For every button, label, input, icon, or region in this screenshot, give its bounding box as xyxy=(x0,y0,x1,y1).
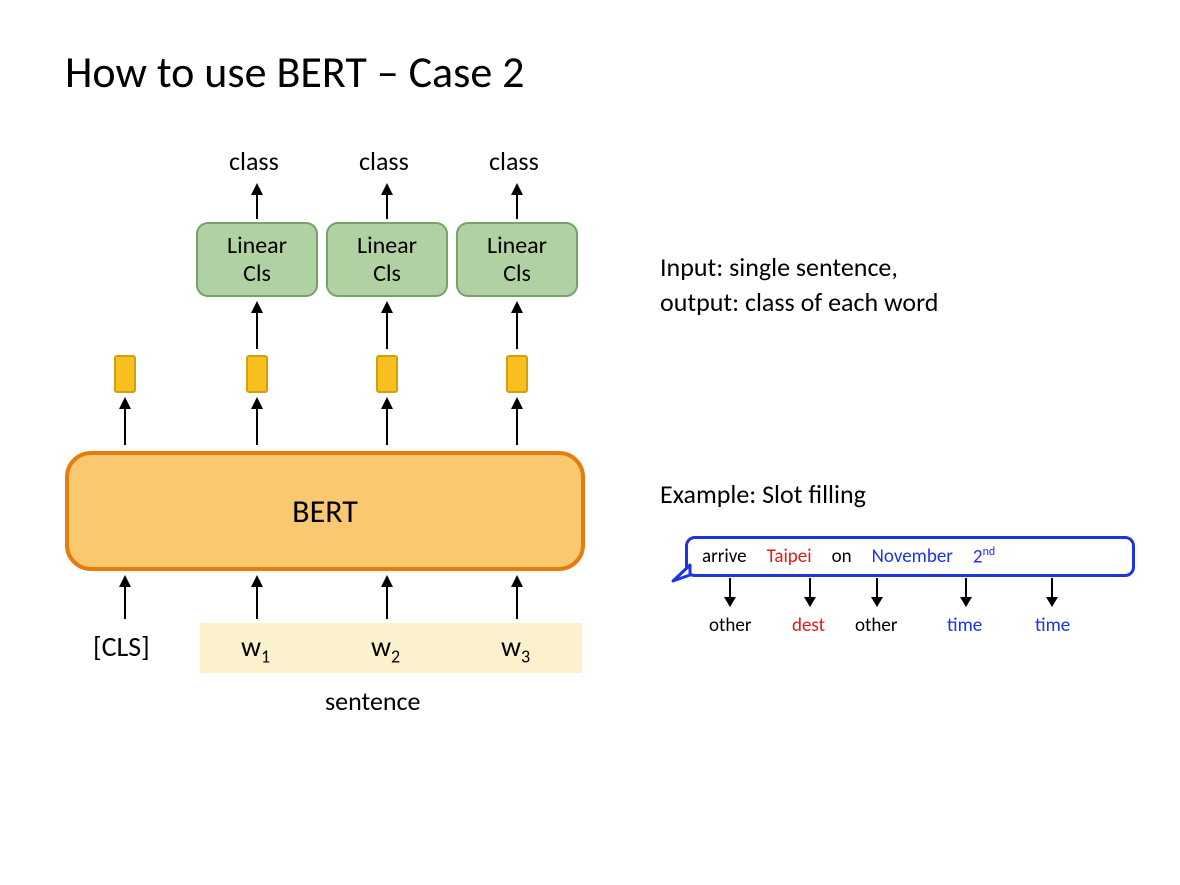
arrow-token-to-bert-cls xyxy=(124,577,126,619)
description-text: Input: single sentence, output: class of… xyxy=(660,250,938,320)
slot-label-1: other xyxy=(709,614,751,637)
sentence-label: sentence xyxy=(325,685,420,717)
bubble-word-november: November xyxy=(872,545,953,568)
linear-label-2a: Linear xyxy=(357,232,417,260)
example-title: Example: Slot filling xyxy=(660,478,866,510)
arrow-token-to-bert-2 xyxy=(386,577,388,619)
bubble-word-on: on xyxy=(832,545,852,568)
arrow-embed-to-linear-3 xyxy=(516,303,518,349)
slot-arrow-5 xyxy=(1051,578,1053,606)
linear-label-2b: Cls xyxy=(373,260,401,288)
slot-label-5: time xyxy=(1035,614,1070,637)
output-class-1: class xyxy=(229,145,279,177)
linear-cls-box-2: Linear Cls xyxy=(326,222,448,297)
arrow-linear-to-class-3 xyxy=(516,185,518,219)
linear-label-1b: Cls xyxy=(243,260,271,288)
arrow-embed-to-linear-1 xyxy=(256,303,258,349)
bubble-word-arrive: arrive xyxy=(702,545,747,568)
linear-cls-box-3: Linear Cls xyxy=(456,222,578,297)
bubble-word-taipei: Taipei xyxy=(767,545,812,568)
arrow-bert-to-embed-cls xyxy=(124,399,126,445)
slot-arrow-2 xyxy=(809,578,811,606)
description-line1: Input: single sentence, xyxy=(660,250,938,285)
output-class-3: class xyxy=(489,145,539,177)
embed-box-1 xyxy=(246,355,268,393)
description-line2: output: class of each word xyxy=(660,285,938,320)
linear-label-3b: Cls xyxy=(503,260,531,288)
bubble-tail-icon xyxy=(670,561,692,583)
linear-cls-box-1: Linear Cls xyxy=(196,222,318,297)
arrow-bert-to-embed-3 xyxy=(516,399,518,445)
embed-box-3 xyxy=(506,355,528,393)
slot-label-4: time xyxy=(947,614,982,637)
arrow-token-to-bert-3 xyxy=(516,577,518,619)
arrow-token-to-bert-1 xyxy=(256,577,258,619)
arrow-linear-to-class-2 xyxy=(386,185,388,219)
example-diagram: arrive Taipei on November 2nd other dest… xyxy=(685,536,1135,577)
token-w1: w1 xyxy=(241,629,270,668)
bert-label: BERT xyxy=(292,492,358,531)
slot-arrow-3 xyxy=(876,578,878,606)
bert-box: BERT xyxy=(65,451,585,571)
arrow-bert-to-embed-1 xyxy=(256,399,258,445)
bert-diagram: class class class Linear Cls Linear Cls … xyxy=(65,145,625,825)
speech-bubble: arrive Taipei on November 2nd xyxy=(685,536,1135,577)
token-cls: [CLS] xyxy=(93,629,150,664)
output-class-2: class xyxy=(359,145,409,177)
slot-arrow-1 xyxy=(729,578,731,606)
slot-label-2: dest xyxy=(792,614,825,637)
linear-label-1a: Linear xyxy=(227,232,287,260)
bubble-word-2nd: 2nd xyxy=(973,545,995,568)
embed-box-cls xyxy=(114,355,136,393)
slot-label-3: other xyxy=(855,614,897,637)
linear-label-3a: Linear xyxy=(487,232,547,260)
slot-arrow-4 xyxy=(965,578,967,606)
arrow-linear-to-class-1 xyxy=(256,185,258,219)
arrow-bert-to-embed-2 xyxy=(386,399,388,445)
embed-box-2 xyxy=(376,355,398,393)
slide-title: How to use BERT – Case 2 xyxy=(65,45,525,99)
token-w2: w2 xyxy=(371,629,400,668)
arrow-embed-to-linear-2 xyxy=(386,303,388,349)
token-w3: w3 xyxy=(501,629,530,668)
